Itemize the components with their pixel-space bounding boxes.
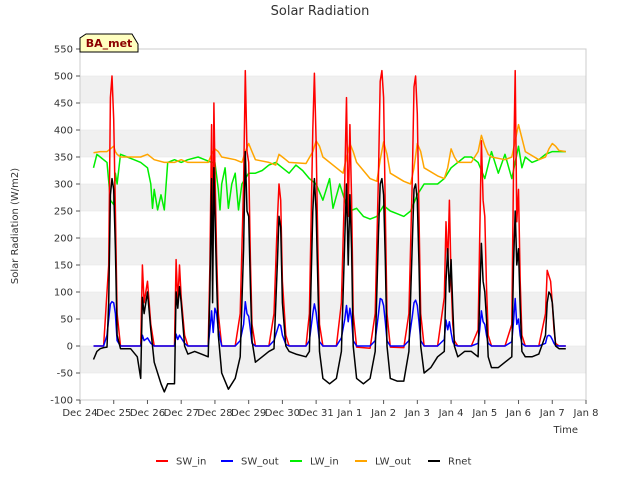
chart-title: Solar Radiation: [271, 4, 370, 19]
x-tick-label: Jan 8: [573, 408, 599, 419]
legend-label-lw-in: LW_in: [310, 457, 339, 468]
legend: SW_in SW_out LW_in LW_out Rnet: [156, 457, 471, 468]
plot-frame: [79, 48, 587, 401]
y-tick-label: 200: [54, 234, 73, 245]
y-axis: -100 -50 0 50 100 150 200 250 300 350 400 450 500 550: [50, 45, 80, 407]
legend-label-sw-out: SW_out: [241, 457, 279, 468]
x-tick-label: Jan 1: [336, 408, 362, 419]
y-tick-label: 550: [54, 45, 73, 56]
x-tick-label: Jan 3: [404, 408, 430, 419]
x-tick-label: Dec 31: [299, 408, 334, 419]
plot-background: [80, 49, 586, 400]
y-tick-label: 300: [54, 180, 73, 191]
y-tick-label: 350: [54, 153, 73, 164]
y-tick-label: -50: [57, 369, 73, 380]
x-tick-label: Dec 27: [164, 408, 199, 419]
grid-band: [80, 292, 586, 319]
x-tick-label: Dec 24: [62, 408, 97, 419]
series-line-lw-in: [92, 145, 566, 220]
legend-label-sw-in: SW_in: [176, 457, 206, 468]
y-tick-label: 150: [54, 261, 73, 272]
x-tick-label: Dec 30: [265, 408, 300, 419]
x-tick-label: Jan 5: [471, 408, 497, 419]
grid-band: [80, 130, 586, 157]
series-line-sw-in: [93, 69, 566, 349]
x-tick-label: Jan 4: [438, 408, 464, 419]
x-tick-label: Jan 6: [505, 408, 531, 419]
site-badge-label: BA_met: [86, 37, 133, 50]
legend-label-rnet: Rnet: [448, 457, 471, 468]
y-tick-label: -100: [50, 396, 73, 407]
y-tick-label: 100: [54, 288, 73, 299]
y-tick-label: 0: [67, 342, 73, 353]
x-tick-label: Dec 26: [130, 408, 165, 419]
grid-band: [80, 346, 586, 373]
site-badge: BA_met: [79, 33, 139, 53]
y-tick-label: 250: [54, 207, 73, 218]
grid-band: [80, 76, 586, 103]
x-tick-label: Jan 2: [370, 408, 396, 419]
y-tick-label: 500: [54, 72, 73, 83]
x-tick-label: Dec 25: [96, 408, 131, 419]
y-axis-title: Solar Radiation (W/m2): [10, 168, 21, 284]
series-layer: [92, 69, 566, 393]
x-tick-label: Dec 28: [197, 408, 232, 419]
x-tick-label: Jan 7: [539, 408, 565, 419]
y-tick-label: 400: [54, 126, 73, 137]
series-line-rnet: [92, 150, 566, 393]
x-tick-label: Dec 29: [231, 408, 266, 419]
x-axis-title: Time: [553, 425, 578, 436]
legend-label-lw-out: LW_out: [375, 457, 411, 468]
y-tick-label: 450: [54, 99, 73, 110]
site-badge-box: [79, 33, 139, 53]
y-tick-label: 50: [60, 315, 73, 326]
plot-area: [79, 48, 587, 401]
grid-band: [80, 238, 586, 265]
